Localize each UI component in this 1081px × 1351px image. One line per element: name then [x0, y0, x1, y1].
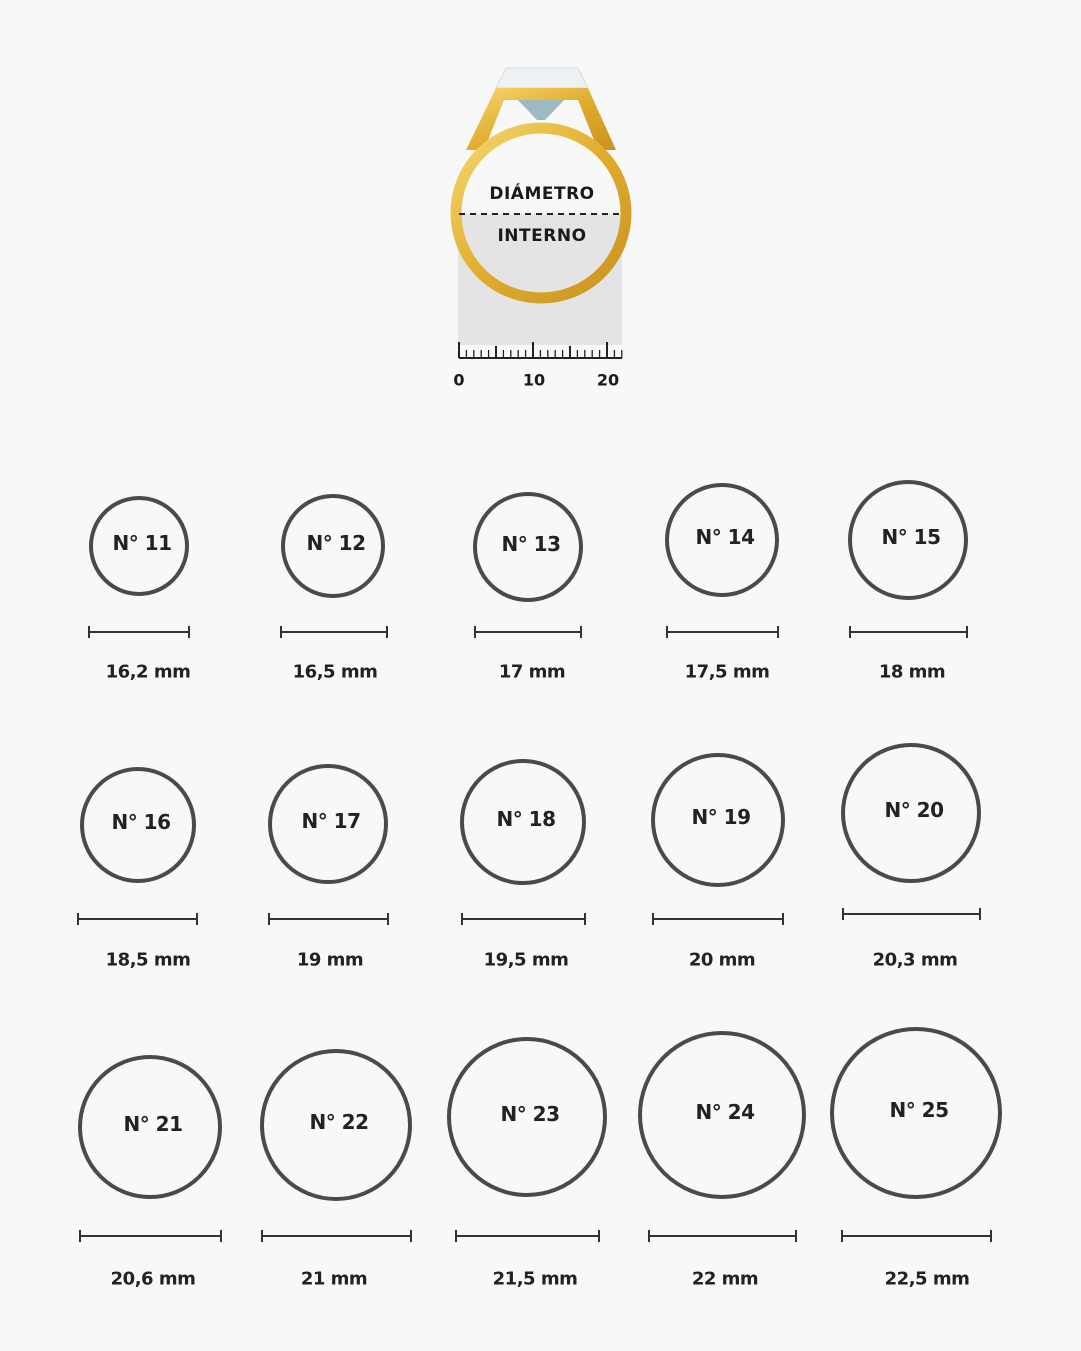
diameter-bar: [455, 1230, 600, 1242]
diameter-value: 19 mm: [296, 949, 364, 971]
ring-size-circle: [447, 1037, 607, 1197]
ring-number-label: N° 12: [306, 531, 366, 555]
diameter-bar: [79, 1230, 222, 1242]
ring-size-circle: [638, 1031, 806, 1199]
diameter-bar: [652, 913, 784, 925]
ring-number-label: N° 23: [500, 1102, 560, 1126]
ring-size-circle: [78, 1055, 222, 1199]
ring-number-label: N° 15: [881, 525, 941, 549]
diameter-value: 20,3 mm: [872, 949, 958, 971]
ruler-tick-10: 10: [522, 370, 546, 390]
ring-size-circle: [281, 494, 385, 598]
diameter-value: 21,5 mm: [492, 1268, 578, 1290]
ring-number-label: N° 11: [112, 531, 172, 555]
diameter-bar: [666, 626, 779, 638]
diameter-value: 20,6 mm: [110, 1268, 196, 1290]
diameter-bar: [268, 913, 389, 925]
internal-label: INTERNO: [497, 226, 587, 246]
ring-number-label: N° 17: [301, 809, 361, 833]
ring-number-label: N° 19: [691, 805, 751, 829]
diameter-bar: [261, 1230, 412, 1242]
diameter-bar: [88, 626, 190, 638]
ring-shank-top: [466, 88, 616, 150]
diameter-bar: [461, 913, 586, 925]
diameter-bar: [842, 908, 981, 920]
ring-size-circle: [651, 753, 785, 887]
diameter-value: 21 mm: [300, 1268, 368, 1290]
ring-number-label: N° 24: [695, 1100, 755, 1124]
ring-size-circle: [848, 480, 968, 600]
diameter-bar: [474, 626, 582, 638]
ring-number-label: N° 22: [309, 1110, 369, 1134]
ring-number-label: N° 14: [695, 525, 755, 549]
gem-icon: [495, 67, 589, 89]
ring-number-label: N° 21: [123, 1112, 183, 1136]
ring-size-circle: [89, 496, 189, 596]
ring-illustration: [450, 67, 632, 359]
diameter-value: 19,5 mm: [483, 949, 569, 971]
diameter-value: 17 mm: [498, 661, 566, 683]
diameter-value: 18,5 mm: [105, 949, 191, 971]
ring-size-circle: [80, 767, 196, 883]
ring-number-label: N° 20: [884, 798, 944, 822]
diameter-value: 18 mm: [878, 661, 946, 683]
ring-size-circle: [830, 1027, 1002, 1199]
diameter-value: 20 mm: [688, 949, 756, 971]
ruler: [458, 342, 623, 359]
diameter-bar: [77, 913, 198, 925]
ring-size-circle: [460, 759, 586, 885]
ring-number-label: N° 16: [111, 810, 171, 834]
ring-size-circle: [841, 743, 981, 883]
diameter-bar: [280, 626, 388, 638]
ring-number-label: N° 25: [889, 1098, 949, 1122]
ring-size-circle: [260, 1049, 412, 1201]
diameter-label: DIÁMETRO: [489, 184, 595, 204]
diameter-value: 17,5 mm: [684, 661, 770, 683]
ruler-tick-0: 0: [453, 370, 465, 390]
diameter-value: 16,5 mm: [292, 661, 378, 683]
diameter-value: 22,5 mm: [884, 1268, 970, 1290]
diameter-bar: [841, 1230, 992, 1242]
gem-pavilion: [514, 96, 568, 120]
ring-number-label: N° 18: [496, 807, 556, 831]
diameter-bar: [849, 626, 968, 638]
diameter-value: 16,2 mm: [105, 661, 191, 683]
ring-size-circle: [665, 483, 779, 597]
ring-size-circle: [268, 764, 388, 884]
diameter-bar: [648, 1230, 797, 1242]
diameter-value: 22 mm: [691, 1268, 759, 1290]
ring-band: [450, 122, 632, 304]
ring-size-circle: [473, 492, 583, 602]
ring-number-label: N° 13: [501, 532, 561, 556]
ruler-tick-20: 20: [596, 370, 620, 390]
